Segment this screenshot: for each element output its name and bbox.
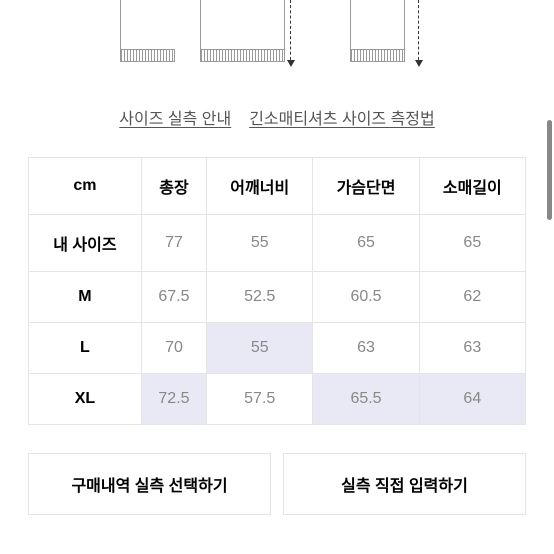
table-cell: 60.5 [313,272,419,323]
header-sleeve: 소매길이 [419,158,525,215]
size-table: cm 총장 어깨너비 가슴단면 소매길이 내 사이즈77556565M67.55… [28,157,526,425]
row-label: M [29,272,142,323]
table-cell: 65 [419,215,525,272]
select-history-button[interactable]: 구매내역 실측 선택하기 [28,453,271,515]
table-cell: 64 [419,374,525,425]
header-shoulder: 어깨너비 [207,158,313,215]
table-cell: 62 [419,272,525,323]
table-cell: 65 [313,215,419,272]
header-total-length: 총장 [141,158,206,215]
size-diagram [40,0,514,80]
row-label: 내 사이즈 [29,215,142,272]
table-row: L70556363 [29,323,526,374]
table-cell: 77 [141,215,206,272]
scrollbar[interactable] [547,120,552,220]
table-row: 내 사이즈77556565 [29,215,526,272]
table-cell: 55 [207,323,313,374]
table-cell: 63 [313,323,419,374]
table-cell: 72.5 [141,374,206,425]
table-cell: 65.5 [313,374,419,425]
row-label: L [29,323,142,374]
buttons-row: 구매내역 실측 선택하기 실측 직접 입력하기 [28,453,526,515]
table-row: M67.552.560.562 [29,272,526,323]
tab-size-guide[interactable]: 사이즈 실측 안내 [119,105,231,129]
table-cell: 57.5 [207,374,313,425]
table-cell: 52.5 [207,272,313,323]
header-unit: cm [29,158,142,215]
row-label: XL [29,374,142,425]
header-chest: 가슴단면 [313,158,419,215]
table-cell: 63 [419,323,525,374]
input-direct-button[interactable]: 실측 직접 입력하기 [283,453,526,515]
tab-measure-guide[interactable]: 긴소매티셔츠 사이즈 측정법 [249,105,435,129]
table-cell: 67.5 [141,272,206,323]
tabs-row: 사이즈 실측 안내 긴소매티셔츠 사이즈 측정법 [28,105,526,129]
table-cell: 70 [141,323,206,374]
table-cell: 55 [207,215,313,272]
table-row: XL72.557.565.564 [29,374,526,425]
table-header-row: cm 총장 어깨너비 가슴단면 소매길이 [29,158,526,215]
